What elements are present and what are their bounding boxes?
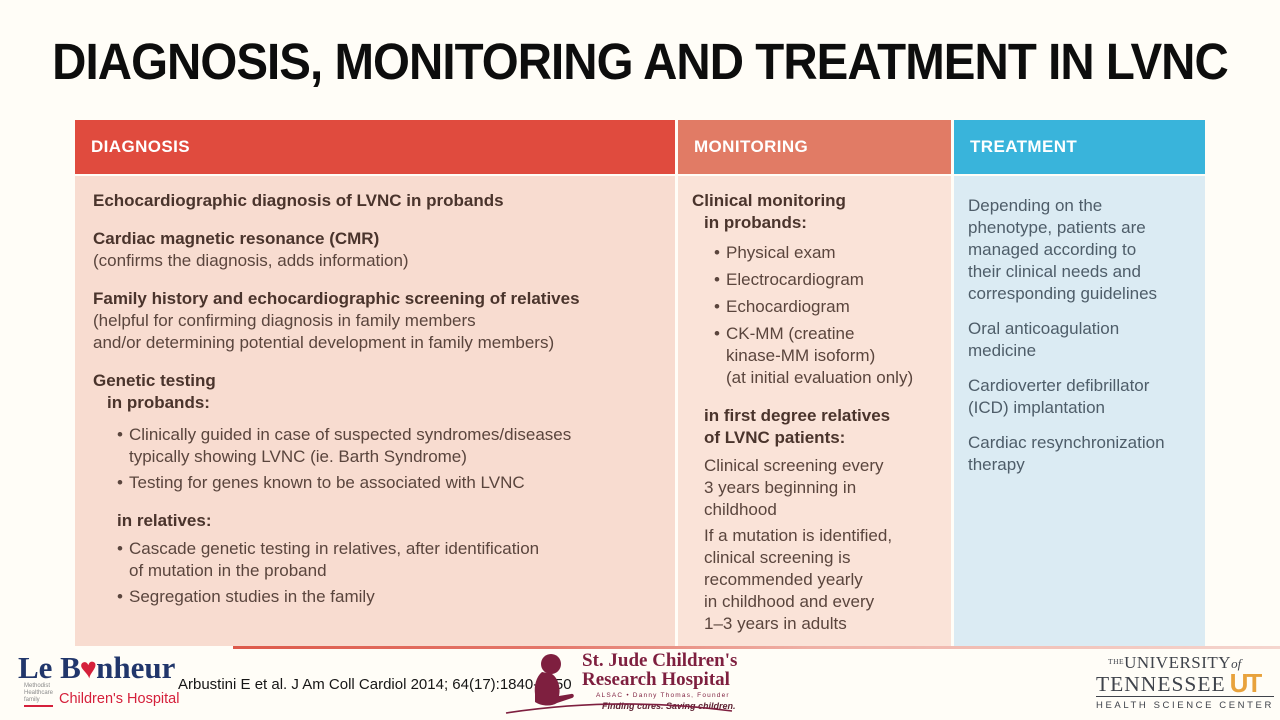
diagnosis-header: DIAGNOSIS [75,120,675,174]
ut-health-science-center: HEALTH SCIENCE CENTER [1096,696,1274,711]
stjude-logo: St. Jude Children's Research Hospital AL… [505,650,738,714]
bullet-item: • Clinically guided in case of suspected… [117,425,572,466]
diagnosis-body: Echocardiographic diagnosis of LVNC in p… [75,176,675,646]
page-title: DIAGNOSIS, MONITORING AND TREATMENT IN L… [52,33,1229,90]
hill-arc-icon [505,703,733,714]
monitoring-mutation: If a mutation is identified, clinical scr… [704,526,893,633]
treatment-body: Depending on the phenotype, patients are m… [954,176,1205,646]
bullet-item: • Echocardiogram [714,297,850,316]
table-bottom-rule [233,646,1280,649]
bullet-marker: • [117,587,123,606]
bullet-marker: • [714,243,720,262]
heart-icon: ♥ [78,652,99,686]
citation: Arbustini E et al. J Am Coll Cardiol 201… [178,676,572,693]
lebonheur-logo: Le B♥nheur Methodist Healthcare family Ch… [18,650,180,707]
diagnosis-genetic-testing: Genetic testing in probands: [93,371,216,412]
bullet-item: • Segregation studies in the family [117,587,375,606]
bullet-marker: • [117,425,123,444]
ut-mark-icon: UT [1229,668,1263,698]
child-silhouette-icon [505,653,733,714]
ut-of: of [1231,656,1242,671]
lebonheur-wordmark: Le B♥nheur [18,650,176,686]
ut-the: THE [1108,657,1125,666]
bullet-item: • Testing for genes known to be associat… [117,473,525,492]
bullet-marker: • [714,297,720,316]
diagnosis-echo: Echocardiographic diagnosis of LVNC in p… [93,191,504,210]
monitoring-screening: Clinical screening every 3 years beginnin… [704,456,884,519]
column-diagnosis: DIAGNOSIS Echocardiographic diagnosis of… [75,120,675,646]
diagnosis-family-history: Family history and echocardiographic scr… [93,289,580,352]
bullet-marker: • [714,324,720,343]
treatment-p1: Depending on the phenotype, patients are m… [968,196,1158,303]
lvnc-table: DIAGNOSIS Echocardiographic diagnosis of… [75,120,1205,646]
bullet-item: • CK-MM (creatine kinase-MM isoform) (at i… [714,324,914,387]
bullet-marker: • [117,539,123,558]
stjude-name-line2: Research Hospital [582,669,730,690]
treatment-p4: Cardiac resynchronization therapy [968,433,1165,474]
stjude-tagline: Finding cures. Saving children. [602,701,736,711]
bullet-marker: • [117,473,123,492]
monitoring-body: Clinical monitoring in probands: • Physi… [678,176,951,646]
lebonheur-tagline: Methodist Healthcare family [24,683,54,707]
bullet-item: • Cascade genetic testing in relatives, … [117,539,540,580]
treatment-p2: Oral anticoagulation medicine [968,319,1120,360]
column-monitoring: MONITORING Clinical monitoring in proban… [675,120,951,646]
stjude-name-line1: St. Jude Children's [582,650,738,671]
monitoring-first-degree: in first degree relatives of LVNC patient… [704,406,891,447]
bullet-item: • Physical exam [714,243,836,262]
diagnosis-in-relatives: in relatives: [117,511,212,530]
ut-tennessee: TENNESSEE [1096,672,1226,696]
lebonheur-subtitle: Children's Hospital [59,691,180,707]
diagnosis-cmr: Cardiac magnetic resonance (CMR) (confir… [93,229,409,270]
stjude-alsac: ALSAC • Danny Thomas, Founder [596,692,730,699]
monitoring-clinical: Clinical monitoring in probands: [692,191,846,232]
ut-university: UNIVERSITY [1124,653,1232,672]
column-treatment: TREATMENT Depending on the phenotype, pat… [951,120,1205,646]
treatment-header: TREATMENT [954,120,1205,174]
ut-logo: THEUNIVERSITYof TENNESSEE UT HEALTH SCIE… [1096,654,1274,711]
bullet-marker: • [714,270,720,289]
treatment-p3: Cardioverter defibrillator (ICD) implanta… [968,376,1150,417]
bullet-item: • Electrocardiogram [714,270,864,289]
monitoring-header: MONITORING [678,120,951,174]
